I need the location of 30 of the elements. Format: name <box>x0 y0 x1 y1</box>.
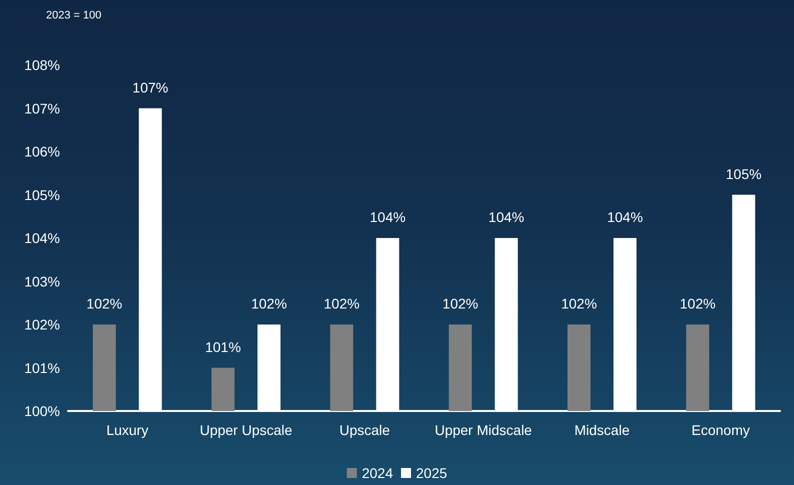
y-tick-label: 106% <box>24 144 60 160</box>
y-tick-label: 103% <box>24 273 60 290</box>
x-tick-label: Upper Midscale <box>434 422 532 438</box>
x-tick-label: Upscale <box>339 422 390 438</box>
x-tick-label: Upper Upscale <box>200 422 293 438</box>
text: 2023 = 100 <box>46 10 102 22</box>
x-tick-label: Midscale <box>574 422 630 438</box>
x-tick-label: Economy <box>691 422 750 438</box>
data-label: 102% <box>680 296 716 312</box>
y-tick-label: 108% <box>24 57 60 73</box>
y-tick-label: 105% <box>24 186 60 203</box>
y-tick-label: 107% <box>24 100 60 116</box>
y-tick-label: 104% <box>24 230 60 246</box>
y-tick-label: 100% <box>24 403 60 419</box>
data-label: 102% <box>324 296 360 312</box>
legend-label: 2024 <box>362 465 394 481</box>
data-label: 104% <box>607 209 643 225</box>
data-label: 104% <box>488 209 524 225</box>
data-label: 101% <box>205 338 241 355</box>
data-label: 102% <box>86 296 122 312</box>
y-tick-label: 101% <box>24 360 60 376</box>
data-label: 105% <box>726 166 762 182</box>
x-tick-label: Luxury <box>106 422 148 438</box>
legend-label: 2025 <box>416 465 448 481</box>
data-label: 104% <box>370 209 406 225</box>
y-tick-label: 102% <box>24 316 60 332</box>
data-label: 107% <box>132 79 168 96</box>
data-label: 102% <box>561 296 597 312</box>
data-label: 102% <box>442 296 478 312</box>
data-label: 102% <box>251 296 287 312</box>
